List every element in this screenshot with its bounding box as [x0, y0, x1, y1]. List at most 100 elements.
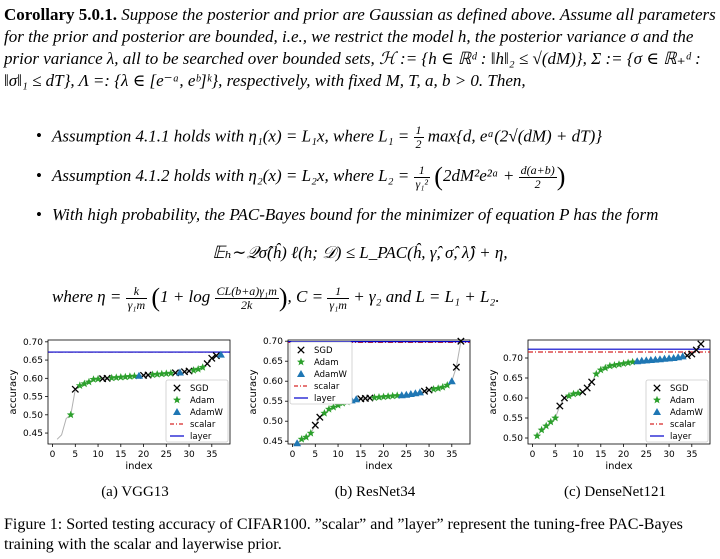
sgd-point	[185, 367, 193, 375]
adam-point	[125, 372, 134, 380]
sgd-point	[103, 374, 111, 382]
adamw-point	[135, 371, 143, 379]
sgd-point	[311, 421, 319, 429]
sgd-point	[583, 384, 591, 392]
densenet121-plot: 0.50 0.55 0.60 0.65 0.70 0 5 10 15 20 25 30 35 index a…	[488, 339, 711, 472]
markers	[533, 340, 705, 440]
x-tick-label: 35	[446, 450, 457, 460]
y-tick-label: 0.60	[503, 394, 523, 404]
y-tick-label: 0.70	[263, 337, 283, 347]
legend-adam-swatch	[297, 357, 305, 366]
legend-sgd-swatch	[653, 384, 661, 392]
x-tick-label: 15	[355, 450, 366, 460]
x-tick-label: 10	[572, 450, 584, 460]
legend-label: Adam	[190, 396, 215, 406]
legend-label: scalar	[670, 420, 696, 430]
x-tick-label: 5	[72, 450, 78, 460]
adam-point	[153, 370, 162, 378]
adam-point	[388, 391, 397, 400]
sgd-point	[556, 402, 564, 410]
y-tick-label: 0.60	[23, 374, 43, 384]
adam-point	[302, 433, 311, 441]
y-tick-label: 0.50	[263, 417, 283, 427]
plot-frame	[47, 339, 231, 445]
y-tick-label: 0.65	[23, 356, 43, 366]
legend-label: Adam	[670, 396, 695, 406]
adam-point	[148, 370, 157, 379]
adam-point	[116, 373, 125, 381]
adam-point	[162, 369, 171, 377]
adam-point	[85, 377, 93, 386]
legend-box	[289, 341, 353, 405]
adamw-point	[352, 395, 361, 403]
y-tick-label: 0.55	[503, 414, 523, 424]
adam-point	[393, 391, 402, 399]
where-line: where η = k γ₁m (1 + log CL(b+a)γ₁m 2k), C…	[52, 283, 500, 312]
adamw-point	[216, 350, 225, 358]
adam-point	[306, 429, 315, 437]
bullet-assumption-1: • Assumption 4.1.1 holds with η₁(x) = L₁x…	[36, 123, 603, 151]
x-tick-label: 10	[92, 450, 104, 460]
y-tick-label: 0.55	[23, 393, 43, 403]
x-tick-label: 0	[530, 450, 536, 460]
sgd-point	[144, 371, 152, 379]
x-axis-label: index	[605, 461, 632, 472]
adam-point	[605, 361, 614, 370]
adam-point	[325, 405, 333, 413]
legend-sgd-swatch	[173, 384, 181, 392]
adam-point	[592, 369, 601, 378]
x-tick-label: 30	[663, 450, 675, 460]
adam-point	[112, 373, 121, 381]
adam-point	[384, 392, 393, 400]
adam-point	[375, 393, 383, 401]
fraction: d(a+b) 2	[518, 162, 557, 191]
y-axis-label: accuracy	[8, 369, 19, 414]
x-tick-label: 30	[183, 450, 195, 460]
markers	[293, 337, 465, 447]
adam-point	[569, 389, 578, 398]
sgd-point	[212, 352, 221, 360]
y-tick-label: 0.55	[263, 397, 283, 407]
y-tick-label: 0.50	[23, 411, 43, 421]
plot-frame	[287, 339, 471, 445]
corollary-text: Suppose the posterior and prior are Gaus…	[4, 5, 716, 90]
x-axis-label: index	[125, 461, 152, 472]
adamw-point	[415, 388, 424, 396]
x-tick-label: 0	[290, 450, 296, 460]
x-tick-label: 25	[641, 450, 652, 460]
adam-point	[429, 385, 438, 393]
fraction: 1 γ₁²	[413, 162, 431, 191]
x-tick-label: 15	[595, 450, 606, 460]
adam-point	[434, 384, 443, 392]
adam-point	[320, 409, 329, 417]
adam-point	[297, 435, 306, 443]
bullet-pac-bayes: • With high probability, the PAC-Bayes bo…	[36, 205, 659, 224]
legend-label: AdamW	[190, 408, 224, 418]
legend-box	[645, 379, 709, 443]
x-tick-label: 20	[378, 450, 390, 460]
adam-point	[189, 366, 198, 374]
legend-label: SGD	[670, 384, 689, 394]
adam-point	[596, 365, 605, 374]
legend-label: AdamW	[670, 408, 704, 418]
plot-frame	[527, 339, 711, 445]
corollary-label: Corollary 5.0.1.	[4, 5, 118, 24]
y-tick-label: 0.65	[263, 357, 283, 367]
sgd-point	[208, 354, 216, 362]
y-tick-label: 0.65	[503, 374, 523, 384]
legend-label: layer	[314, 394, 336, 404]
subcaption-densenet121: (c) DenseNet121	[563, 484, 667, 500]
y-tick-label: 0.70	[23, 338, 43, 348]
legend-adamw-swatch	[173, 408, 181, 415]
markers	[66, 350, 225, 419]
legend-adamw-swatch	[653, 408, 661, 415]
sgd-point	[71, 385, 79, 393]
legend-label: AdamW	[314, 370, 348, 380]
y-axis-label: accuracy	[248, 369, 259, 414]
adam-point	[194, 365, 203, 373]
y-tick-label: 0.70	[503, 354, 523, 364]
legend-label: layer	[670, 432, 692, 442]
legend-box	[165, 379, 229, 443]
adam-point	[157, 369, 166, 378]
